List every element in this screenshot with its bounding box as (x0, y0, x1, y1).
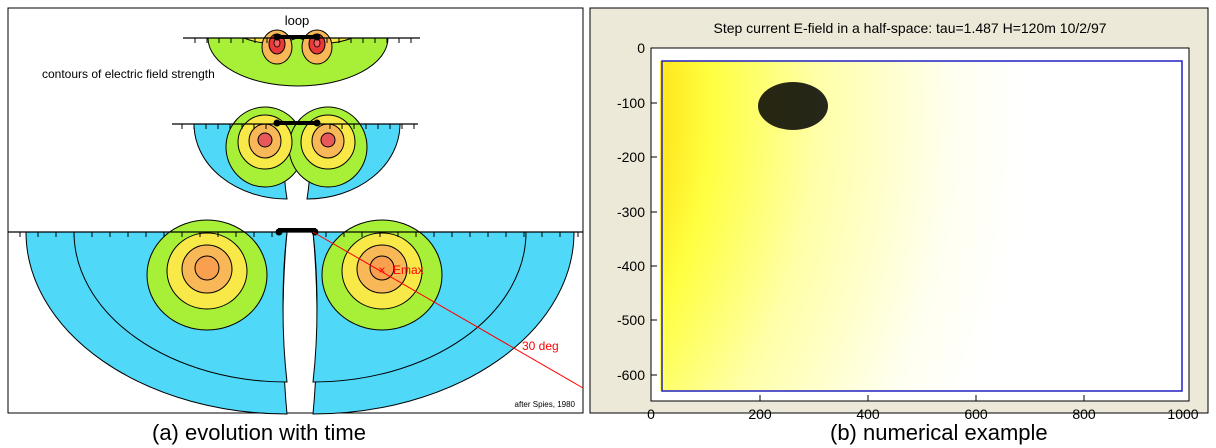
y-tick-label: -200 (617, 149, 645, 165)
stage-early: loop (183, 13, 420, 87)
x-tick-label: 1000 (1167, 406, 1198, 422)
credit-text: after Spies, 1980 (515, 400, 576, 409)
caption-b: (b) numerical example (830, 420, 1048, 445)
emax-marker: × (378, 263, 385, 277)
angle-label: 30 deg (522, 339, 559, 353)
y-axis: 0 -100 -200 -300 -400 -500 -600 (617, 40, 657, 383)
loop-node-late-left (275, 228, 283, 236)
x-tick-label: 800 (1072, 406, 1096, 422)
contours-subtitle: contours of electric field strength (42, 67, 215, 81)
loop-node-middle-right (313, 119, 321, 127)
y-tick-label: -300 (617, 204, 645, 220)
loop-node-early-right (313, 33, 321, 41)
loop-node-early-left (273, 33, 281, 41)
surface-ticks-early (194, 38, 412, 43)
y-tick-label: -600 (617, 367, 645, 383)
contour-core-middle-right (320, 132, 336, 148)
y-tick-label: -500 (617, 312, 645, 328)
angle-ray (312, 231, 584, 389)
y-tick-label: -100 (617, 95, 645, 111)
surface-ticks-middle (181, 124, 415, 129)
contour-core-late-right (369, 255, 395, 281)
y-tick-label: 0 (637, 40, 645, 56)
loop-label: loop (285, 13, 310, 28)
y-tick-label: -400 (617, 258, 645, 274)
plot-title: Step current E-field in a half-space: ta… (713, 20, 1106, 36)
loop-node-middle-left (273, 119, 281, 127)
field-image (660, 61, 1180, 391)
x-tick-label: 200 (748, 406, 772, 422)
stage-late: × Emax 30 deg after Spies, 1980 (8, 219, 584, 415)
field-maximum (758, 82, 828, 130)
model-boundary (661, 60, 1183, 392)
right-panel: Step current E-field in a half-space: ta… (589, 7, 1209, 422)
x-tick-label: 0 (647, 406, 655, 422)
x-tick-label: 600 (964, 406, 988, 422)
emax-label: Emax (393, 263, 424, 277)
caption-a: (a) evolution with time (152, 420, 366, 445)
x-axis: 0 200 400 600 800 1000 (647, 395, 1199, 422)
x-tick-label: 400 (856, 406, 880, 422)
stage-middle (172, 106, 418, 200)
contour-core-middle-left (257, 132, 273, 148)
surface-ticks-late (19, 232, 579, 237)
contour-outer-early (207, 37, 389, 87)
left-panel: loop contours of electric field strength (7, 7, 584, 415)
contour-core-late-left (194, 255, 220, 281)
